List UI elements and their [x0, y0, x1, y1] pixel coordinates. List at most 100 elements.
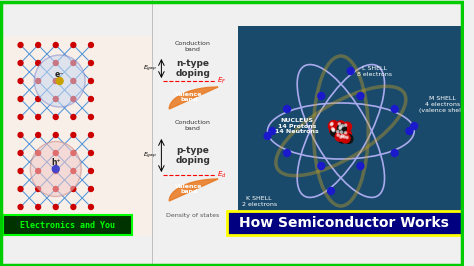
Circle shape [335, 126, 337, 128]
Circle shape [391, 149, 398, 156]
Circle shape [71, 186, 76, 192]
Circle shape [331, 129, 334, 132]
Circle shape [53, 60, 58, 65]
Circle shape [18, 186, 23, 192]
Circle shape [328, 134, 337, 143]
Circle shape [18, 168, 23, 173]
Circle shape [18, 205, 23, 210]
Circle shape [56, 77, 63, 85]
Circle shape [36, 97, 41, 102]
Circle shape [71, 151, 76, 156]
Text: $E_{gap}$: $E_{gap}$ [143, 63, 156, 74]
Circle shape [36, 186, 41, 192]
Circle shape [337, 132, 346, 141]
Circle shape [89, 186, 93, 192]
Circle shape [357, 93, 364, 99]
Text: p-type
doping: p-type doping [175, 146, 210, 165]
Circle shape [341, 127, 350, 136]
Circle shape [318, 93, 325, 99]
Ellipse shape [34, 55, 85, 107]
Circle shape [357, 163, 364, 169]
Circle shape [346, 121, 348, 123]
Circle shape [89, 205, 93, 210]
Circle shape [18, 43, 23, 48]
Circle shape [331, 132, 333, 134]
Circle shape [18, 97, 23, 102]
Text: How Semiconductor Works: How Semiconductor Works [239, 216, 449, 230]
Circle shape [347, 137, 349, 139]
FancyBboxPatch shape [227, 211, 462, 235]
Circle shape [71, 43, 76, 48]
Circle shape [333, 124, 342, 133]
Text: NUCLEUS
14 Protons
14 Neutrons: NUCLEUS 14 Protons 14 Neutrons [275, 118, 319, 134]
Circle shape [335, 129, 344, 138]
Circle shape [71, 60, 76, 65]
Circle shape [337, 122, 346, 131]
Circle shape [411, 123, 418, 130]
Circle shape [345, 135, 354, 144]
Circle shape [36, 168, 41, 173]
Text: Density of states: Density of states [166, 213, 219, 218]
Circle shape [18, 151, 23, 156]
Text: Valence
band: Valence band [175, 184, 202, 194]
Circle shape [36, 114, 41, 119]
Circle shape [18, 114, 23, 119]
Circle shape [341, 127, 343, 129]
Circle shape [53, 132, 58, 138]
FancyBboxPatch shape [237, 26, 464, 236]
Text: h⁺: h⁺ [51, 158, 61, 167]
Circle shape [329, 130, 338, 139]
Circle shape [264, 132, 271, 139]
Circle shape [331, 119, 340, 128]
Text: Conduction
band: Conduction band [175, 120, 210, 131]
Circle shape [53, 151, 58, 156]
Circle shape [71, 168, 76, 173]
Circle shape [18, 78, 23, 84]
Circle shape [343, 129, 346, 131]
Circle shape [339, 134, 342, 136]
Circle shape [330, 136, 333, 138]
Text: Electronics and You: Electronics and You [20, 221, 115, 230]
Circle shape [71, 78, 76, 84]
Text: M SHELL
4 electrons
(valence shell): M SHELL 4 electrons (valence shell) [419, 96, 465, 113]
Ellipse shape [30, 142, 81, 197]
Circle shape [345, 119, 353, 128]
Circle shape [269, 127, 276, 135]
Circle shape [318, 163, 325, 169]
Circle shape [338, 123, 341, 126]
Circle shape [89, 114, 93, 119]
Circle shape [89, 60, 93, 65]
Circle shape [345, 133, 347, 135]
Circle shape [71, 132, 76, 138]
FancyBboxPatch shape [0, 36, 152, 236]
Circle shape [332, 132, 341, 141]
Circle shape [334, 132, 337, 135]
Circle shape [340, 118, 349, 127]
Circle shape [328, 188, 335, 194]
Text: Conduction
band: Conduction band [175, 41, 210, 52]
Circle shape [339, 125, 348, 134]
Circle shape [36, 43, 41, 48]
Text: $E_d$: $E_d$ [217, 170, 227, 180]
Text: L SHELL
8 electrons: L SHELL 8 electrons [357, 66, 392, 77]
Circle shape [89, 132, 93, 138]
Circle shape [283, 149, 291, 156]
Circle shape [283, 106, 291, 113]
Circle shape [333, 121, 335, 123]
Text: Valence
band: Valence band [175, 92, 202, 102]
Text: n-type
doping: n-type doping [175, 59, 210, 78]
Circle shape [53, 114, 58, 119]
Circle shape [334, 134, 336, 136]
Circle shape [391, 106, 398, 113]
Circle shape [89, 43, 93, 48]
Circle shape [343, 131, 352, 140]
FancyBboxPatch shape [3, 215, 132, 235]
Circle shape [18, 60, 23, 65]
Circle shape [89, 97, 93, 102]
Circle shape [53, 168, 58, 173]
Text: K SHELL
2 electrons: K SHELL 2 electrons [242, 196, 277, 207]
Circle shape [71, 205, 76, 210]
Circle shape [53, 43, 58, 48]
Circle shape [36, 60, 41, 65]
Circle shape [337, 131, 339, 133]
